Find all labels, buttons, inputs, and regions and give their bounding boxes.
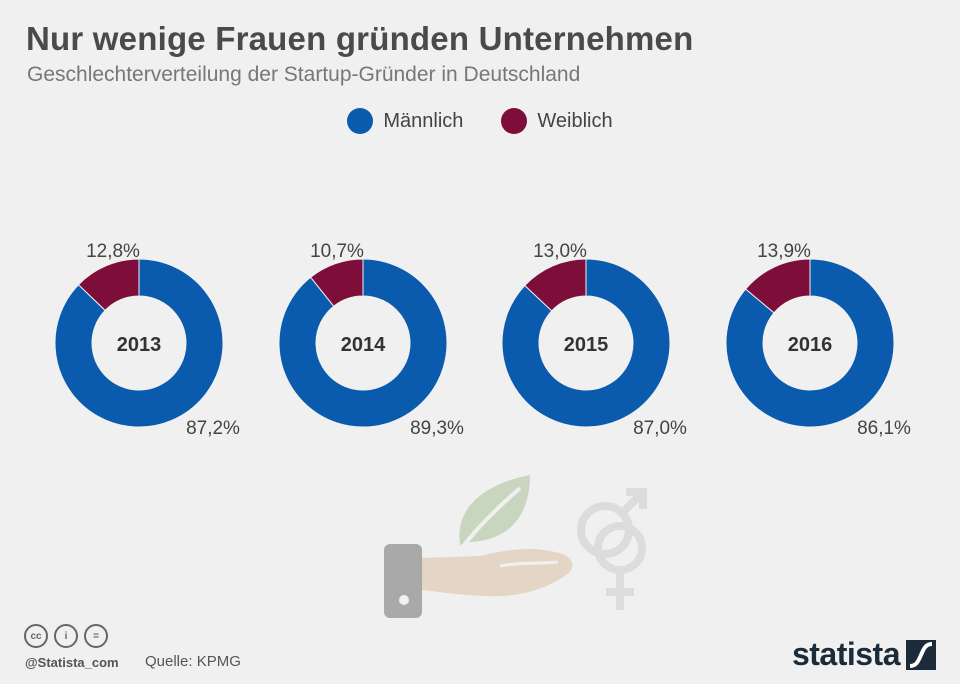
slice-male-2014[interactable] [278,258,448,428]
chart-title: Nur wenige Frauen gründen Unternehmen [26,20,694,57]
female-value-label-2014: 10,7% [310,241,364,262]
leaf-icon [459,475,530,550]
female-value-label-2013: 12,8% [86,241,140,262]
hand-icon [384,544,573,618]
donut-2013: 2013 12,8% 87,2% [54,241,240,439]
donut-2014: 2014 10,7% 89,3% [278,241,464,439]
slice-male-2015[interactable] [501,258,671,428]
donut-charts: 2013 12,8% 87,2% 2014 10,7% 89,3% 2015 13,0% 87,… [54,241,911,439]
year-label-2013: 2013 [117,334,162,356]
footer-handle: @Statista_com [25,655,119,670]
license-icons: cc i = [24,624,108,648]
cc-icon: cc [24,624,48,648]
legend-swatch-female [501,108,528,134]
female-value-label-2016: 13,9% [757,241,811,262]
male-value-label-2013: 87,2% [186,418,240,439]
female-value-label-2015: 13,0% [533,241,587,262]
legend: Männlich Weiblich [0,108,960,134]
male-value-label-2014: 89,3% [410,418,464,439]
slice-male-2016[interactable] [725,258,895,428]
donut-2016: 2016 13,9% 86,1% [725,241,911,439]
brand-text: statista [791,636,901,672]
slice-female-2014[interactable] [309,258,364,307]
by-icon: i [54,624,78,648]
donut-2015: 2015 13,0% 87,0% [501,241,687,439]
legend-item-female: Weiblich [501,108,613,134]
legend-label-female: Weiblich [537,109,613,132]
slice-female-2016[interactable] [744,258,811,314]
nd-icon: = [84,624,108,648]
footer-source: Quelle: KPMG [145,653,241,670]
legend-item-male: Männlich [347,108,463,134]
slice-female-2013[interactable] [77,258,140,312]
slice-male-2013[interactable] [54,258,224,428]
slice-female-2015[interactable] [524,258,587,312]
year-label-2016: 2016 [788,334,833,356]
year-label-2014: 2014 [341,334,386,356]
legend-swatch-male [347,108,374,134]
hand-leaf-gender-illustration [384,475,647,618]
statista-logo[interactable]: statista [792,636,936,673]
statista-mark-icon [906,639,936,670]
chart-subtitle: Geschlechterverteilung der Startup-Gründ… [27,63,581,86]
year-label-2015: 2015 [564,334,609,356]
legend-label-male: Männlich [383,109,464,132]
male-value-label-2016: 86,1% [857,418,911,439]
male-value-label-2015: 87,0% [633,418,687,439]
gender-symbols-icon [577,488,647,610]
